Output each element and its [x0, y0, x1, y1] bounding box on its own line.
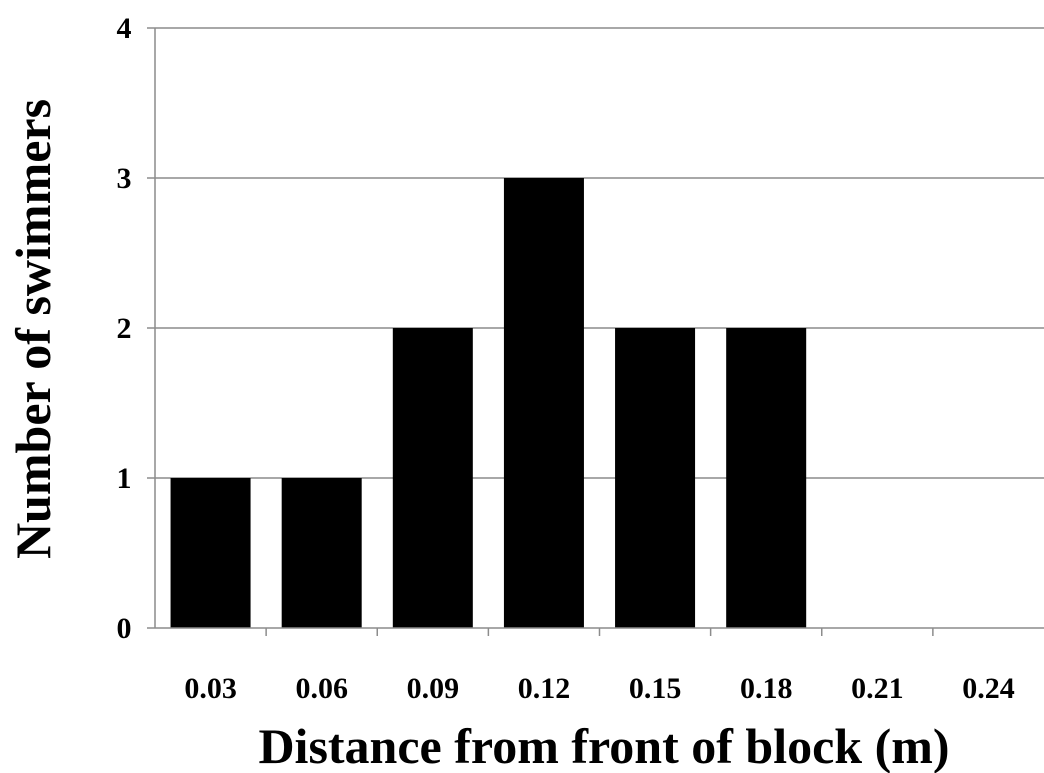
x-tick-label: 0.15 — [629, 672, 682, 705]
y-tick-labels: 0 1 2 3 4 — [117, 12, 132, 645]
bar — [615, 328, 696, 628]
x-tick-label: 0.06 — [295, 672, 348, 705]
y-tick-label: 2 — [117, 312, 132, 345]
x-tick-label: 0.09 — [407, 672, 460, 705]
x-axis-title: Distance from front of block (m) — [258, 718, 949, 773]
bar — [503, 178, 584, 628]
x-tick-label: 0.03 — [184, 672, 237, 705]
x-tick-label: 0.12 — [518, 672, 571, 705]
axes — [147, 27, 1044, 636]
x-tick-label: 0.21 — [851, 672, 904, 705]
bar — [281, 478, 362, 628]
y-tick-label: 1 — [117, 462, 132, 495]
y-axis-title: Number of swimmers — [5, 99, 61, 559]
x-tick-labels: 0.03 0.06 0.09 0.12 0.15 0.18 0.21 0.24 — [184, 672, 1014, 705]
gridlines — [155, 27, 1044, 479]
y-tick-label: 3 — [117, 162, 132, 195]
bar — [392, 328, 473, 628]
y-tick-label: 4 — [117, 12, 132, 45]
bar — [170, 478, 251, 628]
bar — [726, 328, 807, 628]
x-tick-label: 0.18 — [740, 672, 793, 705]
x-tick-label: 0.24 — [962, 672, 1015, 705]
bars — [170, 178, 807, 628]
y-tick-label: 0 — [117, 612, 132, 645]
